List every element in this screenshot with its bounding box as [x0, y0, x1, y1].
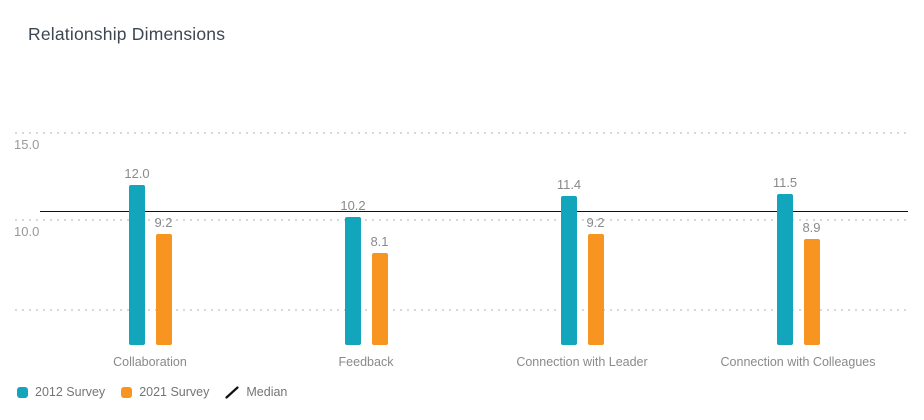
bar-value-label-2012-survey-connection-with-leader: 11.4	[556, 176, 582, 192]
gridline-15	[15, 132, 910, 134]
legend: 2012 Survey 2021 Survey Median	[17, 385, 287, 399]
legend-label-2012-survey: 2012 Survey	[35, 385, 106, 399]
bar-2021-survey-collaboration[interactable]	[155, 233, 172, 345]
legend-label-2021-survey: 2021 Survey	[139, 385, 210, 399]
category-label-connection-with-leader: Connection with Leader	[516, 355, 648, 369]
gridline-5	[15, 309, 910, 311]
median-slash-icon	[225, 385, 239, 399]
category-label-collaboration: Collaboration	[113, 355, 187, 369]
bar-value-label-2012-survey-collaboration: 12.0	[124, 166, 150, 182]
bar-value-label-2021-survey-collaboration: 9.2	[154, 214, 173, 230]
bar-2021-survey-connection-with-leader[interactable]	[587, 233, 604, 345]
category-label-feedback: Feedback	[338, 355, 394, 369]
legend-item-2021-survey[interactable]: 2021 Survey	[121, 385, 209, 399]
bar-value-label-2012-survey-connection-with-colleagues: 11.5	[772, 174, 798, 190]
bar-value-label-2021-survey-feedback: 8.1	[370, 234, 389, 250]
y-axis-tick-10: 10.0	[14, 224, 40, 239]
median-line	[40, 210, 908, 213]
bar-value-label-2021-survey-connection-with-colleagues: 8.9	[802, 220, 821, 236]
legend-item-median[interactable]: Median	[225, 385, 287, 399]
gridline-10	[15, 219, 910, 221]
y-axis-tick-15: 15.0	[14, 137, 40, 152]
bar-2012-survey-connection-with-leader[interactable]	[561, 195, 577, 345]
legend-square-icon-2012-survey	[17, 386, 28, 398]
legend-label-median: Median	[246, 385, 288, 399]
bar-2021-survey-connection-with-colleagues[interactable]	[803, 239, 820, 345]
bar-2021-survey-feedback[interactable]	[371, 253, 388, 345]
bar-2012-survey-collaboration[interactable]	[129, 185, 145, 345]
legend-item-2012-survey[interactable]: 2012 Survey	[17, 385, 105, 399]
bar-2012-survey-connection-with-colleagues[interactable]	[777, 193, 793, 345]
bar-value-label-2012-survey-feedback: 10.2	[340, 197, 366, 213]
legend-square-icon-2021-survey	[121, 386, 133, 398]
chart-title: Relationship Dimensions	[28, 24, 226, 44]
bar-value-label-2021-survey-connection-with-leader: 9.2	[586, 214, 605, 230]
category-label-connection-with-colleagues: Connection with Colleagues	[720, 355, 876, 369]
bar-2012-survey-feedback[interactable]	[345, 216, 361, 345]
